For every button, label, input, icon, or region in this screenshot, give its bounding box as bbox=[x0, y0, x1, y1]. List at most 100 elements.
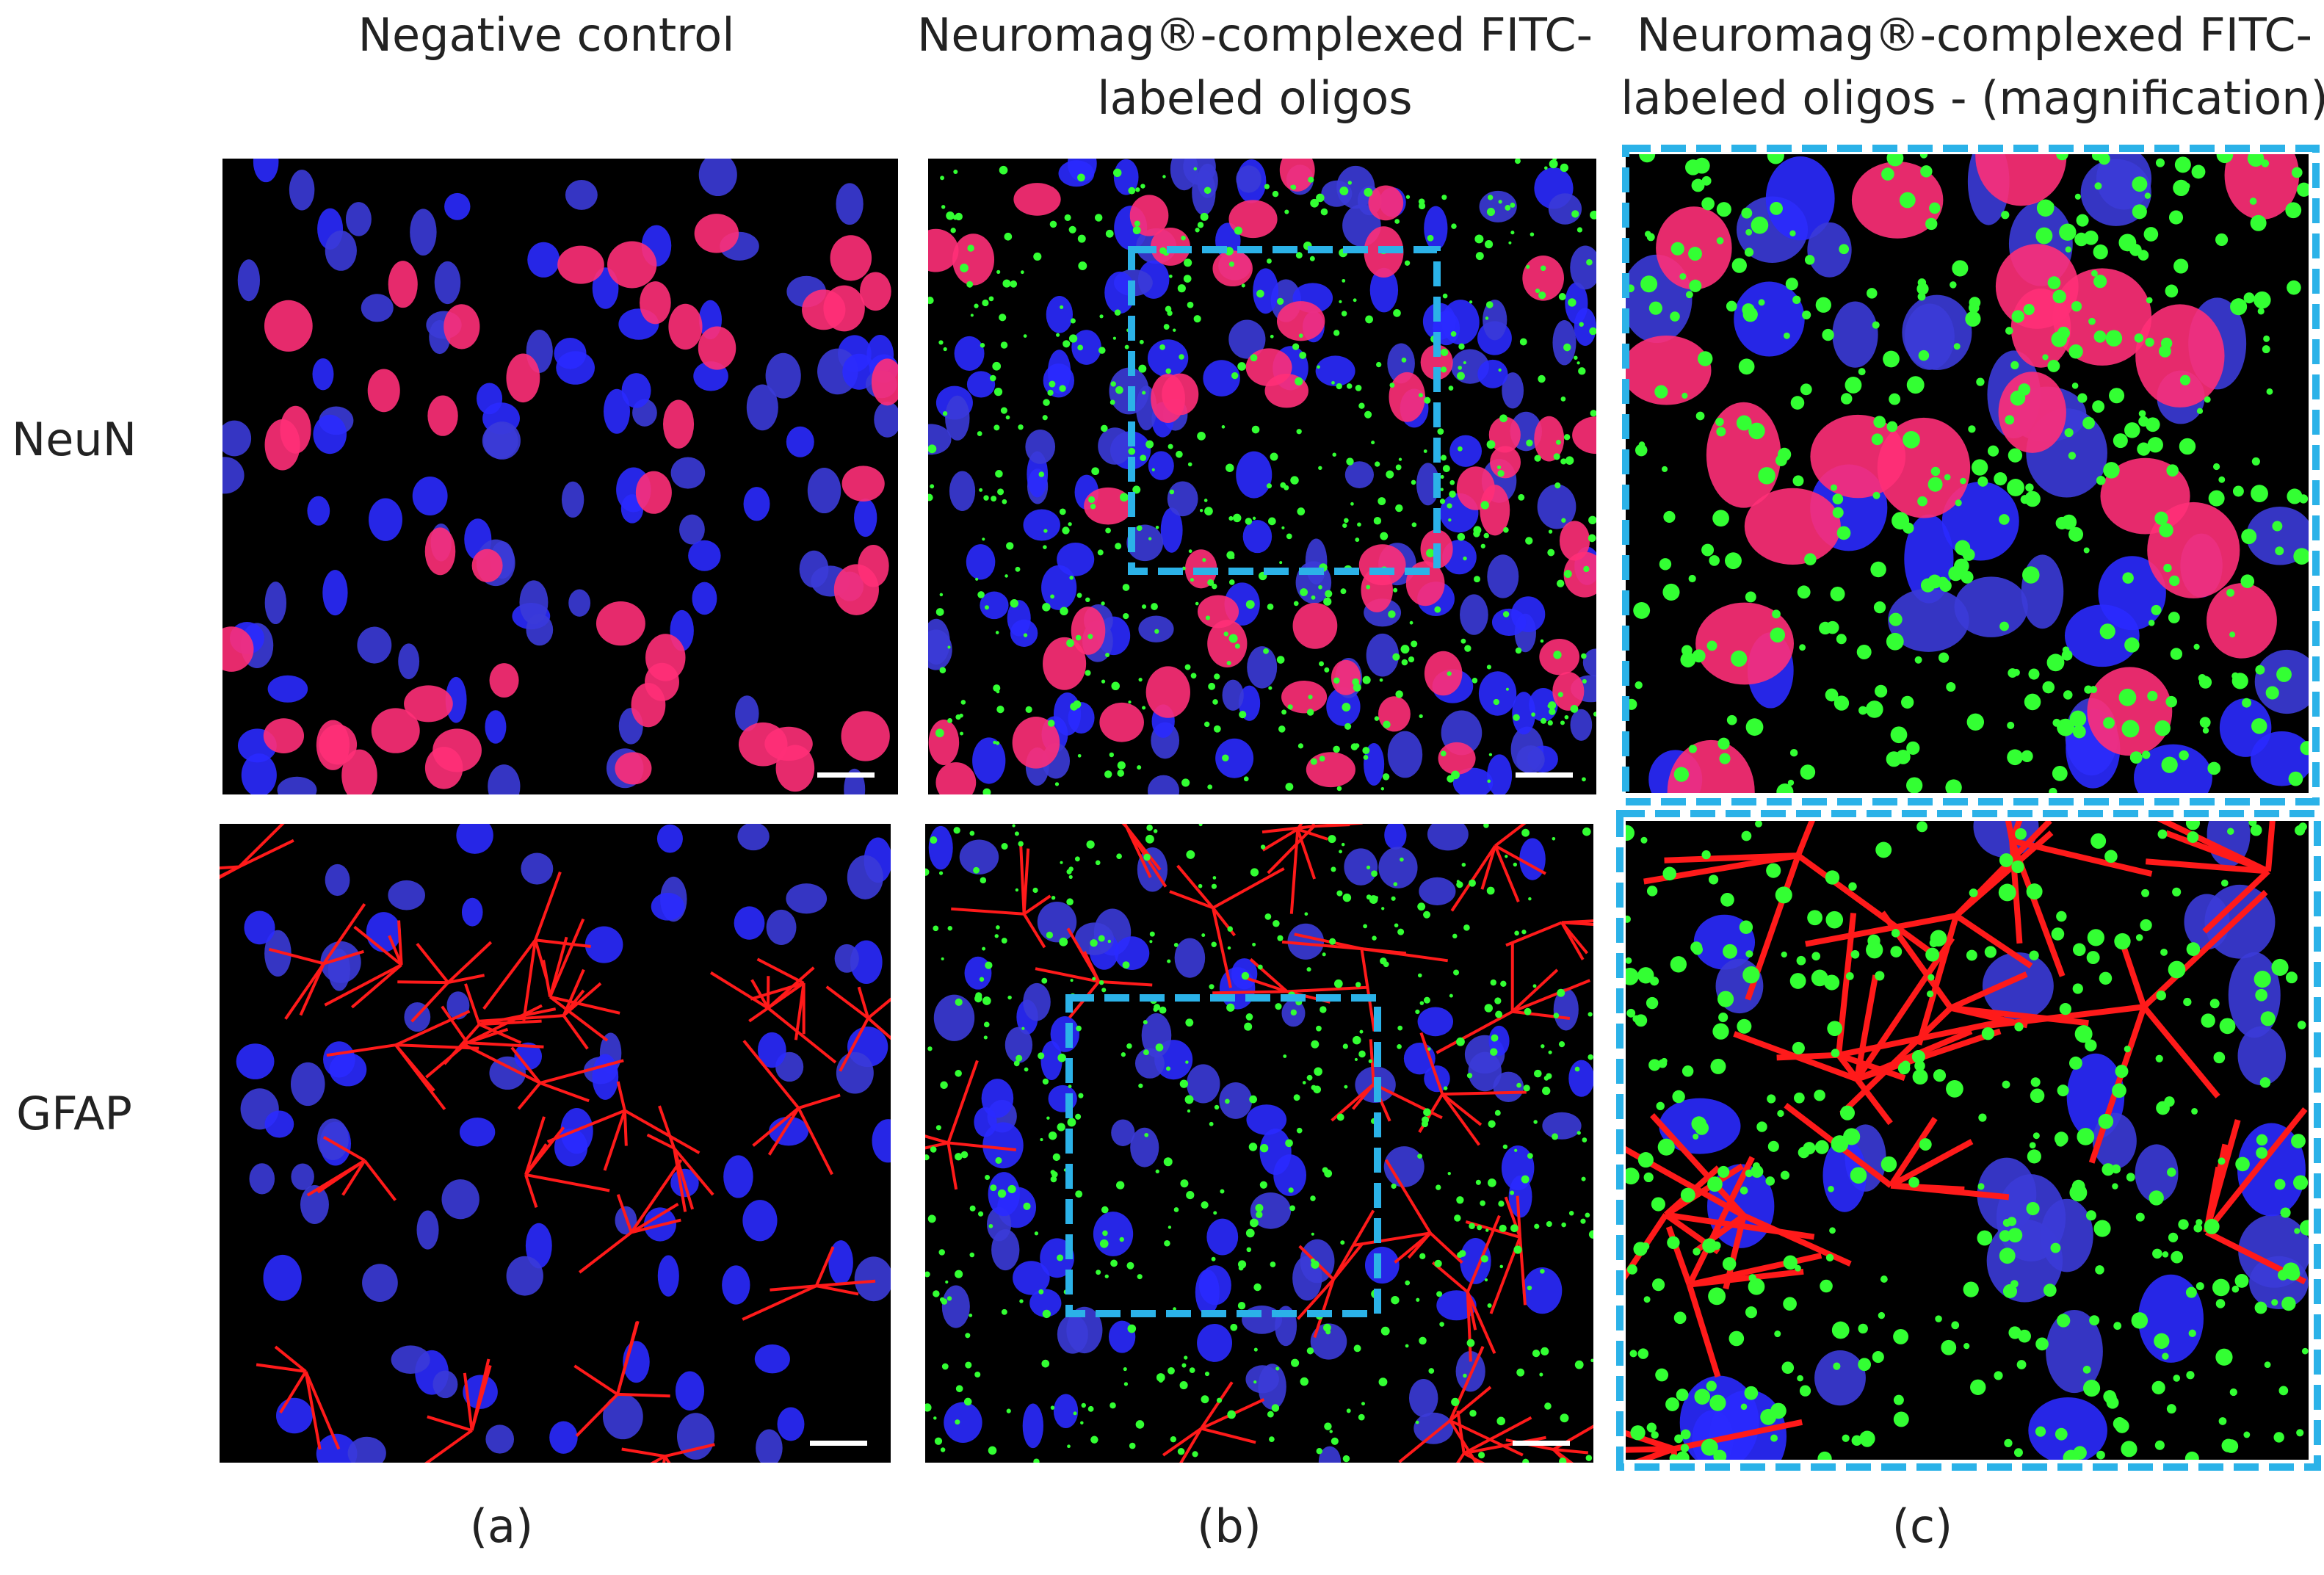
fitc-dot bbox=[1336, 383, 1342, 389]
nucleus bbox=[1148, 451, 1174, 479]
fitc-dot bbox=[1195, 228, 1199, 232]
fitc-dot bbox=[1811, 952, 1820, 960]
fitc-dot bbox=[1542, 1087, 1550, 1095]
fitc-dot bbox=[1456, 881, 1463, 888]
fitc-dot bbox=[2258, 308, 2265, 314]
fitc-dot bbox=[1638, 1152, 1654, 1167]
fitc-dot bbox=[2171, 648, 2182, 659]
fitc-dot bbox=[1164, 324, 1170, 330]
fitc-dot bbox=[1559, 1041, 1565, 1047]
fitc-dot bbox=[2179, 750, 2188, 760]
fitc-dot bbox=[1461, 639, 1466, 644]
fitc-dot bbox=[1043, 529, 1047, 532]
nucleus bbox=[527, 242, 560, 278]
fitc-dot bbox=[1903, 523, 1914, 534]
fitc-dot bbox=[979, 488, 982, 492]
fitc-dot bbox=[940, 175, 944, 180]
fitc-dot bbox=[2024, 307, 2032, 314]
fitc-dot bbox=[2035, 1338, 2049, 1351]
fitc-dot bbox=[1510, 203, 1515, 208]
fitc-dot bbox=[2215, 233, 2228, 246]
fitc-dot bbox=[995, 934, 999, 938]
fitc-dot bbox=[1427, 1047, 1431, 1051]
scale-bar bbox=[1513, 1441, 1570, 1446]
fitc-dot bbox=[946, 211, 955, 220]
fitc-dot bbox=[955, 1153, 962, 1160]
fitc-dot bbox=[1889, 613, 1903, 626]
fitc-dot bbox=[935, 1438, 942, 1445]
fitc-dot bbox=[2187, 942, 2201, 956]
fitc-dot bbox=[2251, 215, 2267, 231]
fitc-dot bbox=[1333, 330, 1339, 336]
fitc-dot bbox=[1447, 503, 1452, 508]
fitc-dot bbox=[1331, 1438, 1339, 1445]
fitc-dot bbox=[1770, 202, 1783, 215]
fitc-dot bbox=[997, 488, 1004, 495]
fitc-dot bbox=[2261, 1011, 2276, 1026]
fitc-dot bbox=[1929, 203, 1941, 214]
fitc-dot bbox=[1357, 522, 1361, 526]
neuron bbox=[913, 229, 958, 272]
fitc-dot bbox=[1060, 607, 1068, 616]
fitc-dot bbox=[2083, 1366, 2091, 1374]
fitc-dot bbox=[1140, 340, 1144, 344]
fitc-dot bbox=[2139, 410, 2146, 417]
nucleus bbox=[1219, 1082, 1252, 1119]
fitc-dot bbox=[1332, 452, 1336, 456]
fitc-dot bbox=[1927, 991, 1933, 997]
fitc-dot bbox=[1238, 1302, 1245, 1309]
fitc-dot bbox=[1469, 880, 1476, 887]
fitc-dot bbox=[1355, 1058, 1358, 1061]
nucleus bbox=[1093, 1212, 1133, 1256]
nucleus bbox=[1549, 193, 1582, 224]
fitc-dot bbox=[1137, 525, 1143, 531]
fitc-dot bbox=[1168, 1367, 1175, 1375]
fitc-dot bbox=[922, 869, 929, 876]
nucleus bbox=[485, 710, 506, 744]
fitc-dot bbox=[2014, 1448, 2023, 1457]
fitc-dot bbox=[1204, 722, 1209, 727]
fitc-dot bbox=[1640, 275, 1657, 292]
fitc-dot bbox=[1544, 1402, 1552, 1410]
fitc-dot bbox=[1222, 755, 1229, 762]
fitc-dot bbox=[1557, 989, 1565, 997]
fitc-dot bbox=[1726, 301, 1737, 312]
fitc-dot bbox=[2169, 211, 2183, 225]
nucleus bbox=[1487, 554, 1518, 598]
fitc-dot bbox=[1051, 896, 1055, 899]
fitc-dot bbox=[967, 245, 974, 251]
fitc-dot bbox=[1180, 1381, 1188, 1389]
fitc-dot bbox=[1098, 935, 1105, 942]
fitc-dot bbox=[1123, 613, 1129, 619]
fitc-dot bbox=[1679, 273, 1686, 280]
fitc-dot bbox=[1297, 429, 1302, 434]
fitc-dot bbox=[2056, 911, 2066, 922]
fitc-dot bbox=[1528, 897, 1532, 901]
nucleus bbox=[217, 421, 251, 457]
fitc-dot bbox=[1295, 377, 1303, 385]
fitc-dot bbox=[1116, 1181, 1124, 1189]
fitc-dot bbox=[1410, 621, 1413, 625]
fitc-dot bbox=[1712, 1242, 1721, 1250]
nucleus bbox=[929, 826, 953, 869]
nucleus bbox=[413, 477, 448, 515]
fitc-dot bbox=[955, 1419, 960, 1424]
fitc-dot bbox=[1391, 897, 1396, 901]
fitc-dot bbox=[1842, 1435, 1850, 1442]
fitc-dot bbox=[1246, 600, 1255, 609]
fitc-dot bbox=[1686, 291, 1693, 298]
fitc-dot bbox=[1123, 961, 1130, 968]
fitc-dot bbox=[2124, 1046, 2131, 1052]
fitc-dot bbox=[1378, 497, 1386, 505]
fitc-dot bbox=[1831, 485, 1837, 491]
fitc-dot bbox=[2298, 1021, 2306, 1029]
nucleus bbox=[265, 582, 286, 624]
fitc-dot bbox=[1575, 1067, 1580, 1072]
fitc-dot bbox=[1001, 341, 1008, 349]
neuron bbox=[830, 235, 872, 280]
fitc-dot bbox=[1473, 530, 1480, 537]
fitc-dot bbox=[1227, 1411, 1236, 1419]
nucleus bbox=[1051, 1016, 1079, 1052]
fitc-dot bbox=[2255, 989, 2267, 1002]
fitc-dot bbox=[1408, 656, 1414, 662]
